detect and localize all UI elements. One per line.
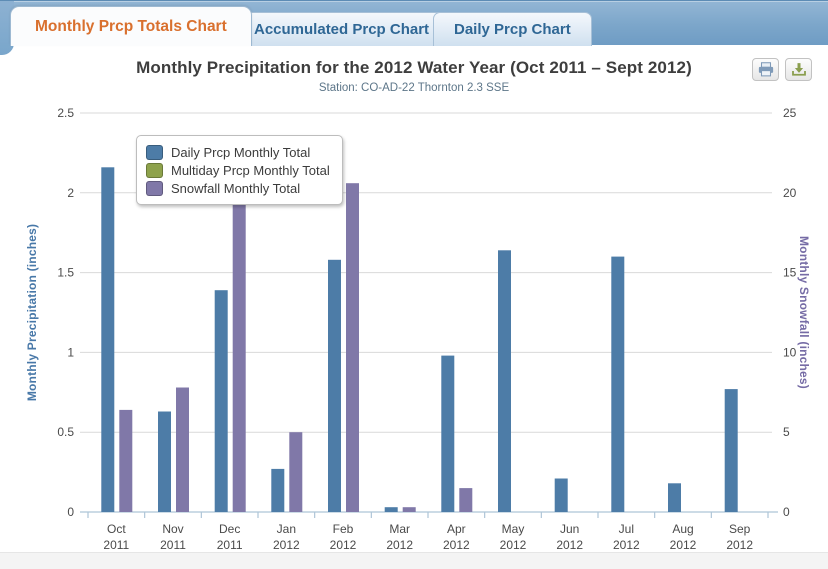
- x-axis-category-label: Jan 2012: [273, 522, 300, 552]
- right-axis-tick-label: 10: [783, 345, 797, 359]
- tab-label: Daily Prcp Chart: [454, 21, 571, 38]
- legend-swatch: [146, 180, 163, 196]
- bar-daily-prcp-monthly-total: [611, 256, 625, 512]
- tab-bar: Monthly Prcp Totals Chart Accumulated Pr…: [0, 0, 828, 55]
- download-icon: [791, 63, 806, 76]
- print-icon: [758, 62, 773, 77]
- x-axis-category-label: May 2012: [500, 522, 527, 552]
- bar-snowfall-monthly-total: [232, 194, 246, 512]
- x-axis-category-label: Jul 2012: [613, 522, 640, 552]
- legend-label: Daily Prcp Monthly Total: [171, 144, 311, 160]
- bar-snowfall-monthly-total: [402, 507, 416, 512]
- right-axis-tick-label: 15: [783, 266, 797, 280]
- x-axis-category-label: Apr 2012: [443, 522, 470, 552]
- tab-monthly-prcp-totals-chart[interactable]: Monthly Prcp Totals Chart: [10, 6, 252, 46]
- bar-snowfall-monthly-total: [176, 387, 189, 512]
- left-axis-tick-label: 1.5: [57, 266, 74, 280]
- bar-daily-prcp-monthly-total: [498, 250, 511, 513]
- export-toolbar: [752, 58, 812, 81]
- x-axis-category-label: Feb 2012: [330, 522, 357, 552]
- x-axis-category-label: Dec 2011: [217, 522, 243, 552]
- left-axis-tick-label: 0: [67, 505, 74, 519]
- left-axis-tick-label: 2: [67, 186, 74, 200]
- left-axis-tick-label: 0.5: [57, 425, 74, 439]
- chart-header: Monthly Precipitation for the 2012 Water…: [0, 58, 828, 94]
- bar-daily-prcp-monthly-total: [214, 290, 228, 512]
- legend-label: Multiday Prcp Monthly Total: [171, 162, 330, 178]
- legend-item: Snowfall Monthly Total: [146, 179, 330, 197]
- left-axis-tick-label: 2.5: [57, 106, 74, 120]
- chart-subtitle: Station: CO-AD-22 Thornton 2.3 SSE: [318, 82, 510, 94]
- tab-daily-prcp-chart[interactable]: Daily Prcp Chart: [433, 12, 592, 46]
- legend-label: Snowfall Monthly Total: [171, 180, 301, 196]
- chart-legend: Daily Prcp Monthly Total Multiday Prcp Mo…: [136, 135, 343, 205]
- bar-daily-prcp-monthly-total: [668, 483, 681, 512]
- bar-snowfall-monthly-total: [119, 409, 133, 512]
- right-axis-tick-label: 0: [783, 505, 790, 519]
- right-axis-title: Monthly Snowfall (inches): [797, 236, 811, 389]
- bar-daily-prcp-monthly-total: [158, 411, 171, 512]
- bar-daily-prcp-monthly-total: [384, 507, 398, 512]
- bar-daily-prcp-monthly-total: [441, 355, 455, 512]
- x-axis-category-label: Oct 2011: [103, 522, 129, 552]
- bar-daily-prcp-monthly-total: [724, 389, 738, 512]
- right-axis-tick-label: 5: [783, 425, 790, 439]
- x-axis-category-label: Nov 2011: [160, 522, 186, 552]
- download-button[interactable]: [785, 58, 812, 81]
- tab-label: Monthly Prcp Totals Chart: [35, 17, 227, 35]
- bar-snowfall-monthly-total: [346, 183, 359, 512]
- bar-daily-prcp-monthly-total: [554, 478, 568, 512]
- legend-item: Multiday Prcp Monthly Total: [146, 161, 330, 179]
- bar-daily-prcp-monthly-total: [328, 259, 341, 512]
- left-axis-title: Monthly Precipitation (inches): [25, 224, 39, 401]
- right-axis-tick-label: 20: [783, 186, 797, 200]
- bar-snowfall-monthly-total: [289, 432, 303, 512]
- legend-swatch: [146, 162, 163, 178]
- x-axis-category-label: Mar 2012: [386, 522, 413, 552]
- legend-item: Daily Prcp Monthly Total: [146, 143, 330, 161]
- bar-daily-prcp-monthly-total: [271, 468, 285, 512]
- left-axis-tick-label: 1: [67, 345, 74, 359]
- print-button[interactable]: [752, 58, 779, 81]
- legend-swatch: [146, 144, 163, 160]
- bar-snowfall-monthly-total: [459, 488, 473, 512]
- bar-daily-prcp-monthly-total: [101, 167, 115, 513]
- chart-title: Monthly Precipitation for the 2012 Water…: [136, 58, 692, 77]
- x-axis-category-label: Sep 2012: [726, 522, 753, 552]
- x-axis-category-label: Jun 2012: [556, 522, 583, 552]
- tab-accumulated-prcp-chart[interactable]: Accumulated Prcp Chart: [233, 12, 451, 46]
- right-axis-tick-label: 25: [783, 106, 797, 120]
- x-axis-category-label: Aug 2012: [670, 522, 697, 552]
- footer-strip: [0, 552, 828, 569]
- tab-label: Accumulated Prcp Chart: [254, 21, 430, 38]
